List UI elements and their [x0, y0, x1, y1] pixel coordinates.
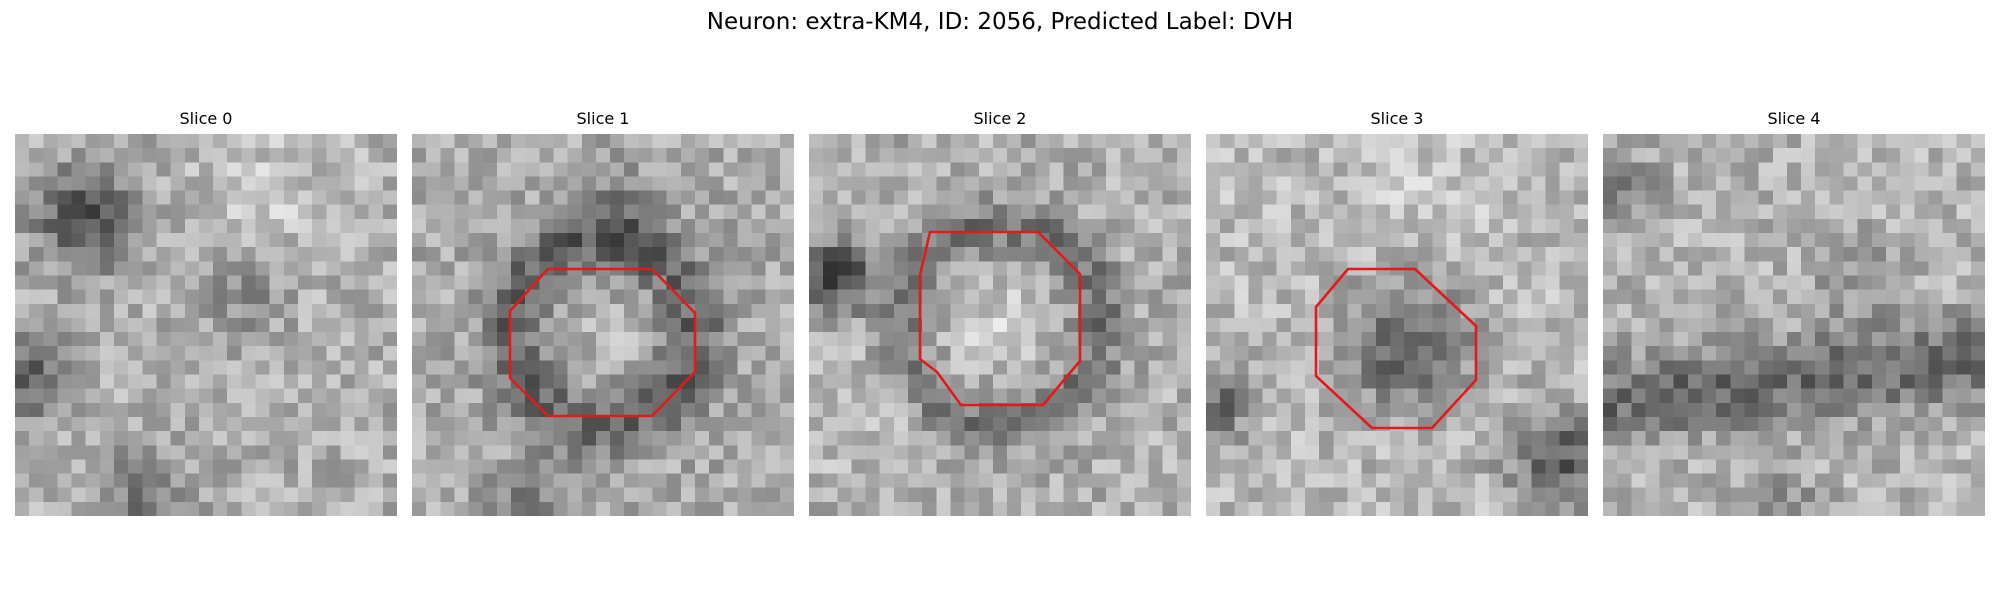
slice-3-roi-outline [1314, 267, 1478, 430]
slice-4-panel [1603, 134, 1985, 516]
slice-2-panel [809, 134, 1191, 516]
slice-3-title: Slice 3 [1370, 109, 1424, 128]
figure-title: Neuron: extra-KM4, ID: 2056, Predicted L… [706, 9, 1294, 35]
slice-4-title: Slice 4 [1767, 109, 1821, 128]
slice-1-roi-outline [508, 267, 697, 418]
slice-0-image [15, 134, 397, 516]
slice-2-roi-outline [918, 230, 1082, 407]
slice-1-panel [412, 134, 794, 516]
slice-2-title: Slice 2 [973, 109, 1027, 128]
slice-0-title: Slice 0 [179, 109, 233, 128]
slice-2-image [809, 134, 1191, 516]
slice-1-title: Slice 1 [576, 109, 630, 128]
slice-3-panel [1206, 134, 1588, 516]
slice-3-image [1206, 134, 1588, 516]
slice-4-image [1603, 134, 1985, 516]
slice-0-panel [15, 134, 397, 516]
slice-1-image [412, 134, 794, 516]
